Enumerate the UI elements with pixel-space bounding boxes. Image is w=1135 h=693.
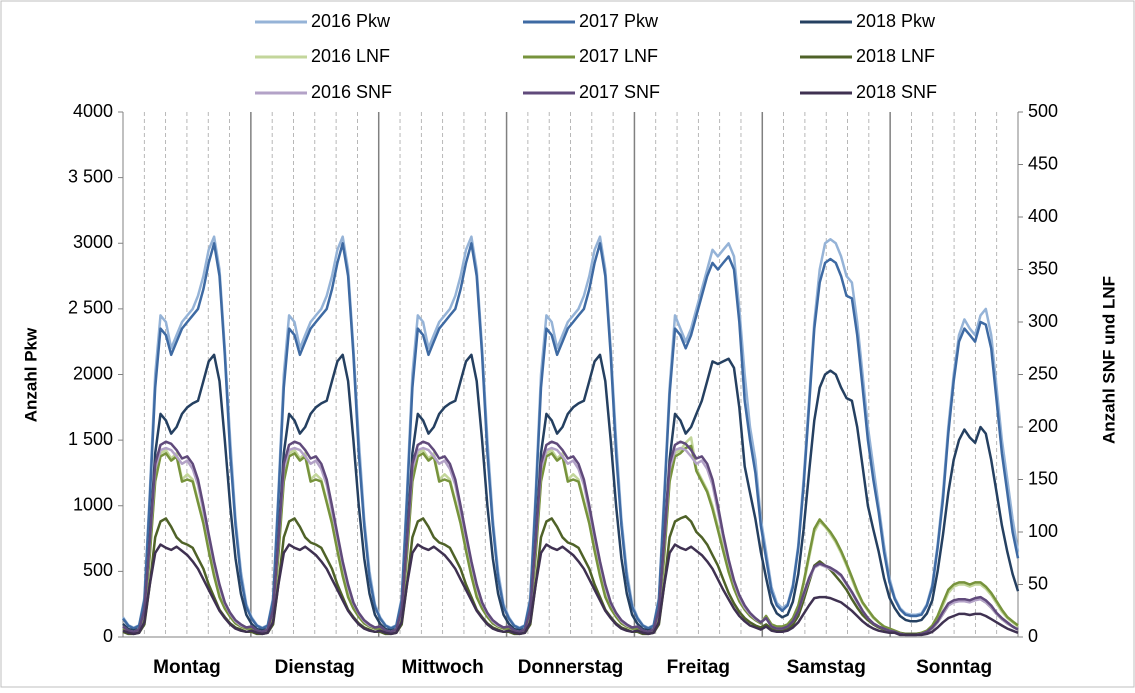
x-tick-label: Mittwoch	[401, 657, 483, 678]
y-tick-label: 1000	[73, 495, 113, 515]
y2-tick-label: 100	[1028, 521, 1058, 541]
x-tick-label: Donnerstag	[518, 657, 624, 678]
y2-tick-label: 400	[1028, 206, 1058, 226]
x-tick-label: Freitag	[667, 657, 730, 678]
series-line	[122, 543, 1019, 637]
y-tick-label: 2000	[73, 363, 113, 383]
y-tick-label: 500	[83, 560, 113, 580]
legend-label: 2016 SNF	[311, 82, 392, 102]
y-tick-label: 4000	[73, 101, 113, 121]
x-tick-label: Sonntag	[916, 657, 992, 678]
legend-label: 2016 LNF	[311, 46, 390, 66]
y-axis-label: Anzahl Pkw	[21, 327, 40, 422]
y2-tick-label: 50	[1028, 573, 1048, 593]
y-tick-label: 3 500	[68, 166, 113, 186]
legend-label: 2018 Pkw	[856, 11, 936, 31]
x-tick-label: Samstag	[787, 657, 866, 678]
y2-tick-label: 350	[1028, 258, 1058, 278]
y-tick-label: 0	[103, 626, 113, 646]
y2-tick-label: 150	[1028, 468, 1058, 488]
legend-label: 2017 LNF	[579, 46, 658, 66]
legend-label: 2017 Pkw	[579, 11, 659, 31]
x-tick-label: Dienstag	[275, 657, 355, 678]
legend-label: 2018 LNF	[856, 46, 935, 66]
legend-label: 2016 Pkw	[311, 11, 391, 31]
series-line	[122, 242, 1020, 630]
y-tick-label: 3000	[73, 232, 113, 252]
legend-label: 2018 SNF	[856, 82, 937, 102]
y-tick-label: 2 500	[68, 298, 113, 318]
series-line	[122, 440, 1019, 637]
y2-tick-label: 500	[1028, 101, 1058, 121]
legend-label: 2017 SNF	[579, 82, 660, 102]
y2-tick-label: 300	[1028, 311, 1058, 331]
x-tick-label: Montag	[153, 657, 221, 678]
y2-tick-label: 450	[1028, 153, 1058, 173]
y2-axis-label: Anzahl SNF und LNF	[1099, 276, 1118, 444]
y-tick-label: 1 500	[68, 429, 113, 449]
y2-tick-label: 0	[1028, 626, 1038, 646]
y2-tick-label: 200	[1028, 416, 1058, 436]
y2-tick-label: 250	[1028, 363, 1058, 383]
